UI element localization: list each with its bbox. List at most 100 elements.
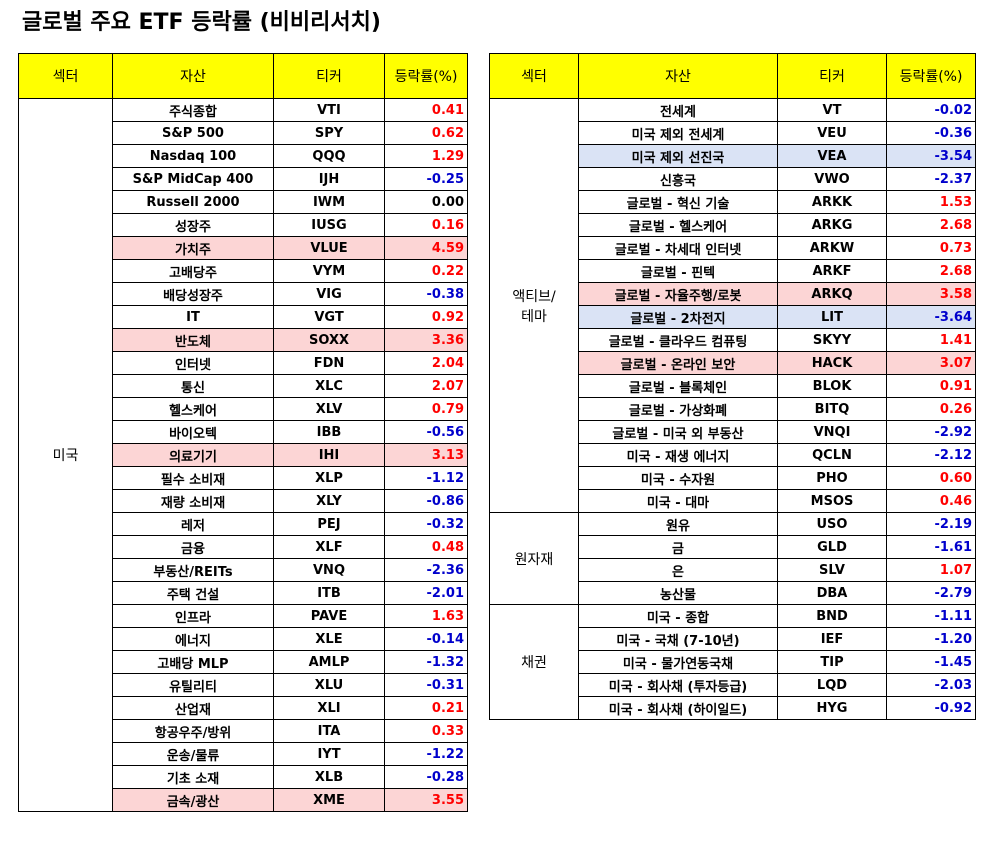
rate-cell: -2.37: [886, 167, 976, 191]
asset-cell: 미국 - 물가연동국채: [578, 650, 778, 674]
table-row: 농산물 DBA -2.79: [490, 581, 976, 605]
ticker-cell: HYG: [777, 696, 887, 720]
ticker-cell: XLI: [273, 696, 385, 720]
asset-cell: 미국 - 국채 (7-10년): [578, 627, 778, 651]
asset-cell: 부동산/REITs: [112, 558, 274, 582]
ticker-cell: XLF: [273, 535, 385, 559]
rate-cell: -0.25: [384, 167, 468, 191]
asset-cell: 글로벌 - 가상화폐: [578, 397, 778, 421]
table-row: 미국 제외 전세계 VEU -0.36: [490, 121, 976, 145]
rate-cell: 0.62: [384, 121, 468, 145]
ticker-cell: VNQ: [273, 558, 385, 582]
table-row: 글로벌 - 혁신 기술 ARKK 1.53: [490, 190, 976, 214]
asset-cell: 유틸리티: [112, 673, 274, 697]
asset-cell: S&P 500: [112, 121, 274, 145]
rate-cell: 1.53: [886, 190, 976, 214]
ticker-cell: VT: [777, 98, 887, 122]
ticker-cell: ITB: [273, 581, 385, 605]
rate-cell: 1.41: [886, 328, 976, 352]
table-row: 미국 - 회사채 (하이일드) HYG -0.92: [490, 696, 976, 720]
ticker-cell: XLV: [273, 397, 385, 421]
header-sector: 섹터: [18, 53, 113, 99]
asset-cell: 바이오텍: [112, 420, 274, 444]
asset-cell: 헬스케어: [112, 397, 274, 421]
sector-cell: 채권: [489, 604, 579, 720]
header-sector: 섹터: [489, 53, 579, 99]
table-row: 글로벌 - 가상화폐 BITQ 0.26: [490, 397, 976, 421]
rate-cell: 2.68: [886, 259, 976, 283]
ticker-cell: VTI: [273, 98, 385, 122]
table-row: 글로벌 - 핀텍 ARKF 2.68: [490, 259, 976, 283]
table-row: 글로벌 - 헬스케어 ARKG 2.68: [490, 213, 976, 237]
rate-cell: -2.19: [886, 512, 976, 536]
ticker-cell: XLB: [273, 765, 385, 789]
rate-cell: 3.58: [886, 282, 976, 306]
table-row: 미국 - 물가연동국채 TIP -1.45: [490, 650, 976, 674]
ticker-cell: IJH: [273, 167, 385, 191]
asset-cell: 통신: [112, 374, 274, 398]
table-row: Russell 2000 IWM 0.00: [19, 190, 468, 214]
asset-cell: 글로벌 - 혁신 기술: [578, 190, 778, 214]
asset-cell: 은: [578, 558, 778, 582]
header-asset: 자산: [578, 53, 778, 99]
table-row: Nasdaq 100 QQQ 1.29: [19, 144, 468, 168]
asset-cell: 글로벌 - 미국 외 부동산: [578, 420, 778, 444]
ticker-cell: DBA: [777, 581, 887, 605]
rate-cell: -0.32: [384, 512, 468, 536]
ticker-cell: SPY: [273, 121, 385, 145]
table-row: 고배당 MLP AMLP -1.32: [19, 650, 468, 674]
rate-cell: -0.38: [384, 282, 468, 306]
ticker-cell: QQQ: [273, 144, 385, 168]
rate-cell: 0.00: [384, 190, 468, 214]
asset-cell: 성장주: [112, 213, 274, 237]
rate-cell: 1.07: [886, 558, 976, 582]
asset-cell: 미국 - 종합: [578, 604, 778, 628]
ticker-cell: VEU: [777, 121, 887, 145]
asset-cell: 원유: [578, 512, 778, 536]
rate-cell: -1.32: [384, 650, 468, 674]
rate-cell: 1.63: [384, 604, 468, 628]
table-row: 필수 소비재 XLP -1.12: [19, 466, 468, 490]
table-row: 글로벌 - 2차전지 LIT -3.64: [490, 305, 976, 329]
asset-cell: 고배당주: [112, 259, 274, 283]
asset-cell: 미국 - 회사채 (투자등급): [578, 673, 778, 697]
ticker-cell: MSOS: [777, 489, 887, 513]
asset-cell: 글로벌 - 온라인 보안: [578, 351, 778, 375]
asset-cell: 배당성장주: [112, 282, 274, 306]
asset-cell: 산업재: [112, 696, 274, 720]
ticker-cell: QCLN: [777, 443, 887, 467]
asset-cell: 금융: [112, 535, 274, 559]
ticker-cell: PEJ: [273, 512, 385, 536]
ticker-cell: IHI: [273, 443, 385, 467]
table-row: 글로벌 - 미국 외 부동산 VNQI -2.92: [490, 420, 976, 444]
rate-cell: -0.31: [384, 673, 468, 697]
asset-cell: 글로벌 - 블록체인: [578, 374, 778, 398]
table-row: 가치주 VLUE 4.59: [19, 236, 468, 260]
rate-cell: -1.61: [886, 535, 976, 559]
rate-cell: -2.03: [886, 673, 976, 697]
asset-cell: 전세계: [578, 98, 778, 122]
asset-cell: 미국 제외 전세계: [578, 121, 778, 145]
asset-cell: 재량 소비재: [112, 489, 274, 513]
ticker-cell: ARKK: [777, 190, 887, 214]
asset-cell: 글로벌 - 자율주행/로봇: [578, 282, 778, 306]
rate-cell: 2.04: [384, 351, 468, 375]
rate-cell: 3.07: [886, 351, 976, 375]
rate-cell: 0.26: [886, 397, 976, 421]
sector-cell: 미국: [18, 98, 113, 812]
asset-cell: IT: [112, 305, 274, 329]
rate-cell: -0.28: [384, 765, 468, 789]
rate-cell: 0.41: [384, 98, 468, 122]
asset-cell: 미국 - 회사채 (하이일드): [578, 696, 778, 720]
table-row: 글로벌 - 온라인 보안 HACK 3.07: [490, 351, 976, 375]
rate-cell: -3.54: [886, 144, 976, 168]
asset-cell: 에너지: [112, 627, 274, 651]
ticker-cell: ARKG: [777, 213, 887, 237]
rate-cell: -1.11: [886, 604, 976, 628]
table-row: 글로벌 - 자율주행/로봇 ARKQ 3.58: [490, 282, 976, 306]
ticker-cell: TIP: [777, 650, 887, 674]
asset-cell: 글로벌 - 2차전지: [578, 305, 778, 329]
asset-cell: 인터넷: [112, 351, 274, 375]
asset-cell: 글로벌 - 차세대 인터넷: [578, 236, 778, 260]
ticker-cell: SLV: [777, 558, 887, 582]
